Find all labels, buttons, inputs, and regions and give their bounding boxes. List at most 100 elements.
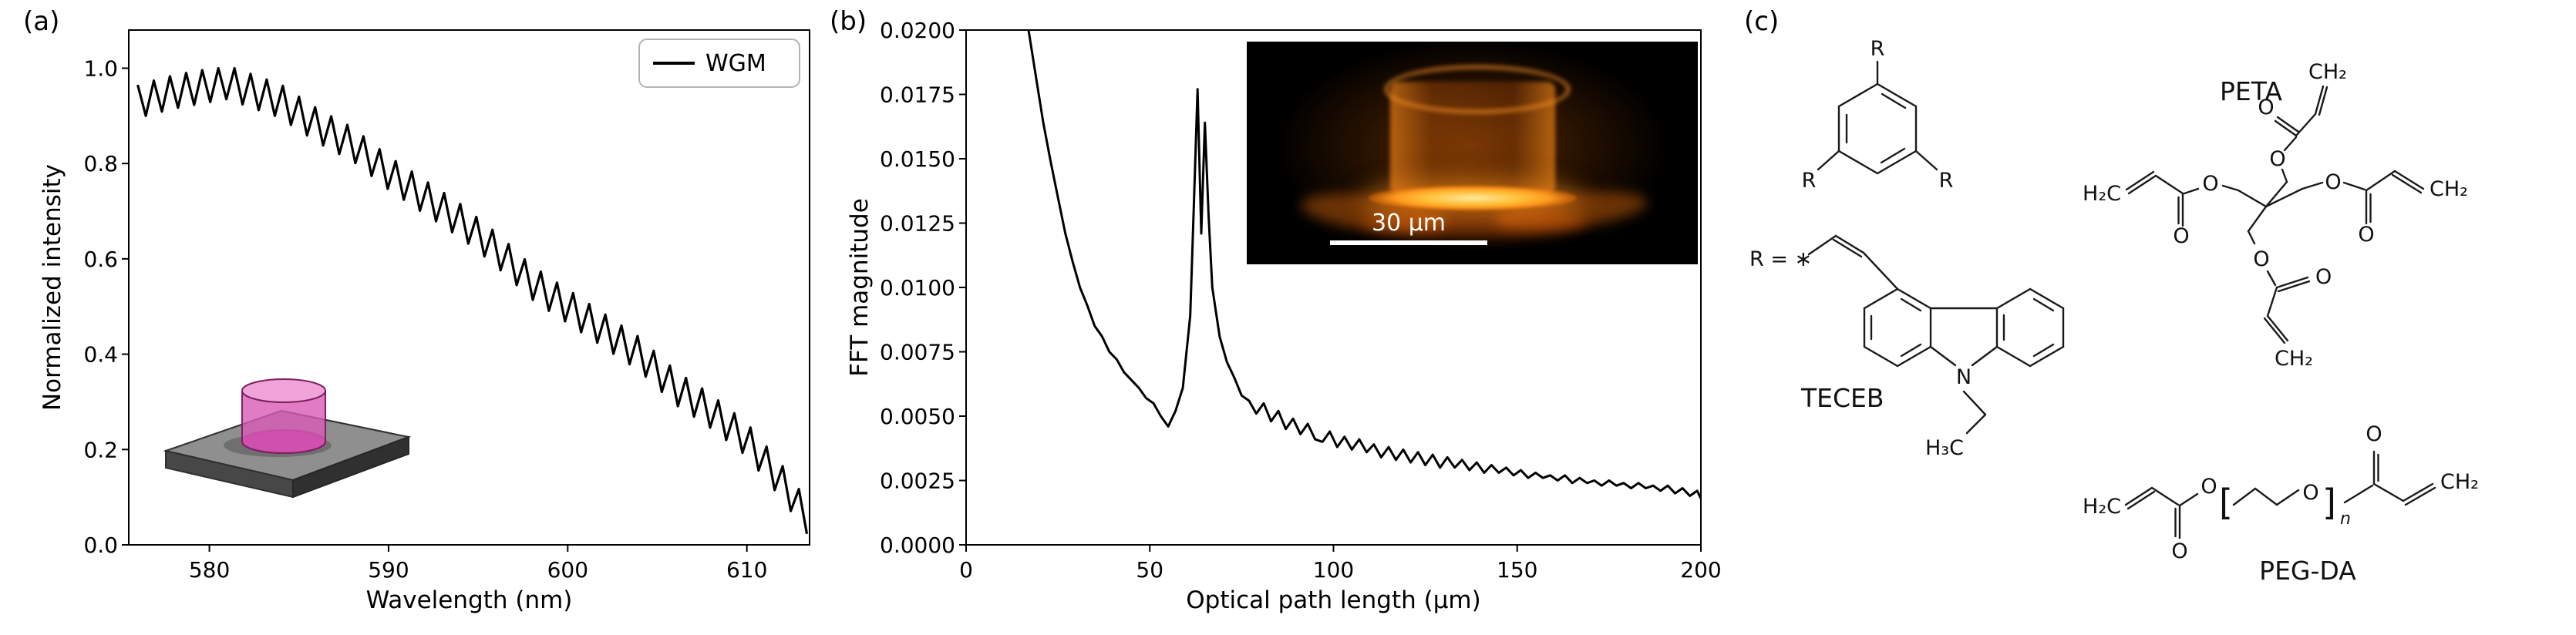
y-tick-label: 0.0125 <box>880 211 955 237</box>
substrate-side-face <box>292 435 409 499</box>
line-shape <box>2178 492 2199 507</box>
oxygen-label: O <box>2173 224 2189 248</box>
legend-box <box>638 39 800 88</box>
x-tick-label: 590 <box>368 557 409 583</box>
line-shape <box>2265 180 2288 208</box>
line-shape <box>1995 345 2032 368</box>
microcylinder-3d-inset <box>163 378 412 499</box>
y-tick-label: 0.0 <box>83 533 118 558</box>
oxygen-label: O <box>2171 539 2187 563</box>
line-shape <box>1807 234 1837 256</box>
oxygen-label: O <box>2201 475 2217 499</box>
line-shape <box>1876 82 1918 108</box>
line-shape <box>1880 147 1906 164</box>
line-shape <box>2124 486 2153 506</box>
cylinder-body <box>241 390 326 454</box>
r-definition-label: R = ∗ <box>1749 247 1812 271</box>
x-tick-label: 0 <box>959 557 973 583</box>
line-shape <box>2154 174 2184 195</box>
y-tick-label: 0.0150 <box>880 146 955 172</box>
line-shape <box>1834 234 1865 254</box>
pegda-bonds <box>2124 450 2436 539</box>
line-shape <box>2266 270 2277 287</box>
line-shape <box>2275 276 2309 289</box>
line-shape <box>2404 486 2436 506</box>
line-shape <box>1900 343 1922 358</box>
pegda-structure: H₂C O O [ O ] n O CH₂ PEG-DA <box>2083 422 2479 586</box>
molecule-name-peta: PETA <box>2220 76 2282 106</box>
line-shape <box>1837 150 1879 175</box>
line-shape <box>2318 86 2329 116</box>
line-shape <box>2247 205 2268 233</box>
line-shape <box>2029 287 2065 310</box>
oxygen-label: O <box>2258 96 2274 119</box>
x-tick-label: 580 <box>189 557 230 583</box>
x-tick-label: 150 <box>1497 557 1537 583</box>
line-shape <box>2283 136 2298 152</box>
line-shape <box>2254 487 2278 506</box>
r-substituent-label: R <box>1871 37 1885 61</box>
line-shape <box>2342 181 2366 191</box>
line-shape <box>1971 345 1999 367</box>
data-line <box>136 66 809 535</box>
cylinder-top <box>241 378 326 403</box>
methylene-label: CH₂ <box>2308 60 2347 84</box>
oxygen-label: O <box>2358 223 2374 247</box>
line-shape <box>1965 413 1987 435</box>
repeat-bracket-left: [ <box>2219 482 2233 523</box>
line-shape <box>2372 482 2405 502</box>
line-shape <box>2221 184 2240 192</box>
carbazole-bonds <box>1863 287 2065 435</box>
methylene-label: H₂C <box>2083 495 2121 519</box>
x-tick-label: 50 <box>1136 557 1163 583</box>
line-shape <box>2126 490 2156 510</box>
x-axis-label: Optical path length (µm) <box>1186 586 1480 614</box>
oxygen-label: O <box>2302 481 2318 505</box>
line-shape <box>2391 173 2423 194</box>
teceb-structure: R R R R = ∗ <box>1749 37 2065 460</box>
methylene-label: H₂C <box>2083 182 2121 206</box>
y-axis-label: Normalized intensity <box>39 164 66 411</box>
line-shape <box>2266 314 2289 342</box>
oxygen-label: O <box>2325 170 2341 194</box>
methylene-label: CH₂ <box>2275 347 2313 371</box>
panel-label-c: (c) <box>1744 6 1780 37</box>
line-shape <box>1929 345 1957 367</box>
line-shape <box>1896 345 1932 368</box>
y-tick-label: 0.0050 <box>880 404 955 429</box>
oxygen-label: O <box>2202 172 2218 196</box>
line-shape <box>1863 287 1899 310</box>
line-shape <box>2301 181 2324 190</box>
r-substituent-label: R <box>1939 169 1954 193</box>
repeat-subscript-n: n <box>2340 509 2351 529</box>
line-shape <box>1863 345 1899 368</box>
benzene-ring-bonds <box>1817 60 1938 175</box>
line-shape <box>1837 82 1879 108</box>
line-shape <box>1817 150 1840 171</box>
base-flare-center <box>1362 207 1586 237</box>
line-shape <box>2274 119 2298 137</box>
micropillar-bright-base <box>1369 185 1577 211</box>
line-shape <box>2277 280 2311 293</box>
line-shape <box>2232 487 2257 506</box>
plot-frame <box>965 29 1702 546</box>
legend-label: WGM <box>705 50 766 77</box>
line-shape <box>1900 297 1922 312</box>
chemical-structures: R R R R = ∗ <box>1749 37 2479 586</box>
methylene-label: CH₂ <box>2440 470 2479 494</box>
molecule-name-teceb: TECEB <box>1800 383 1884 413</box>
line-shape <box>2295 113 2317 137</box>
x-tick-label: 610 <box>726 557 767 583</box>
line-shape <box>1832 238 1863 258</box>
line-shape <box>2127 174 2157 195</box>
line-shape <box>1914 150 1938 171</box>
scale-bar-label: 30 µm <box>1371 210 1446 237</box>
data-line <box>1027 30 1701 499</box>
y-tick-label: 0.6 <box>83 247 118 272</box>
y-tick-label: 0.0100 <box>880 275 955 301</box>
line-shape <box>1881 92 1907 109</box>
y-tick-label: 0.0025 <box>880 469 955 494</box>
peta-structure: PETA <box>2083 60 2468 371</box>
